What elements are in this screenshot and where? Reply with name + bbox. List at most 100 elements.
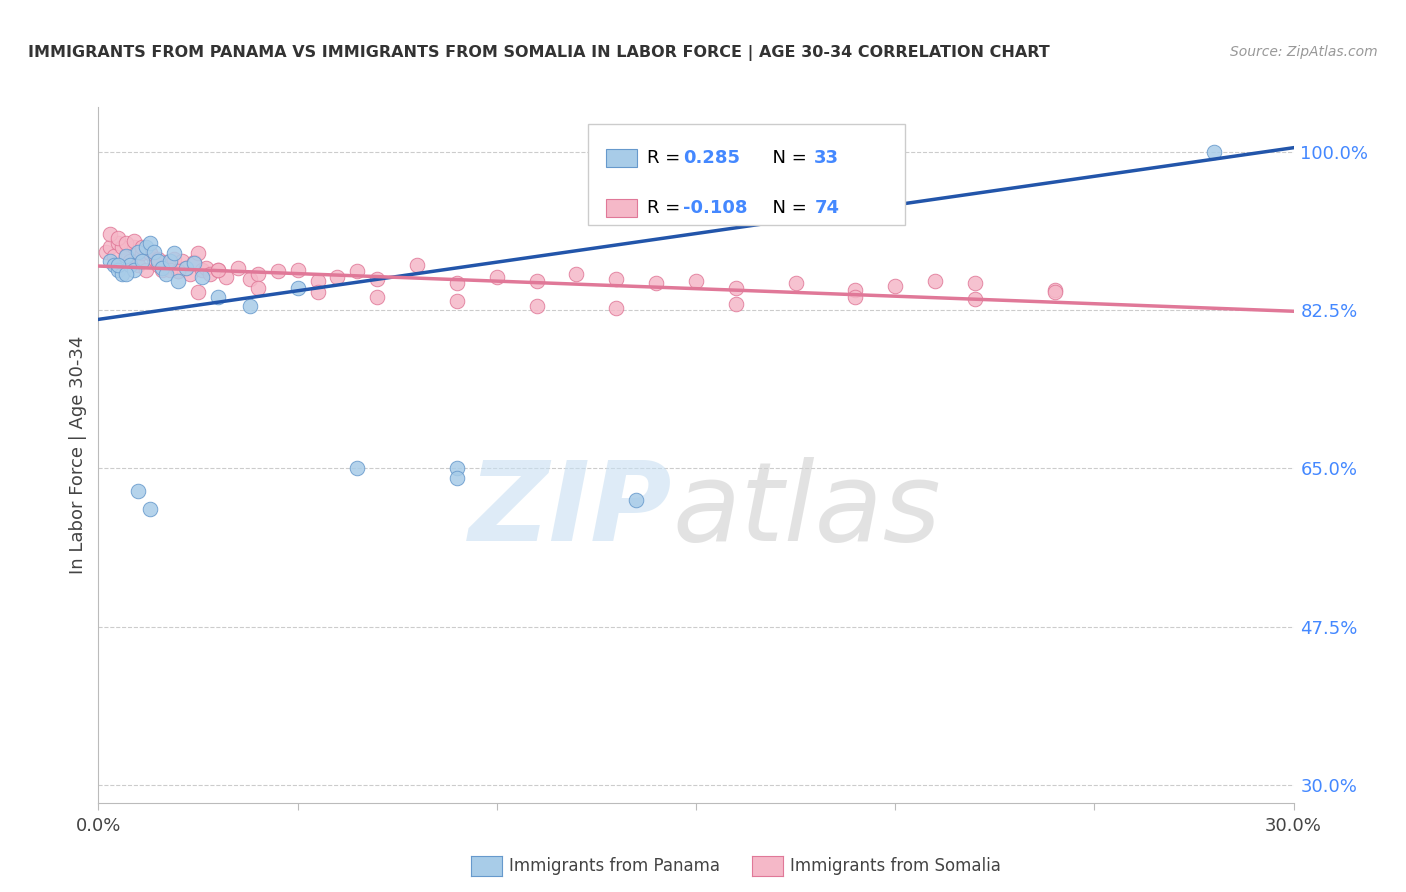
Point xyxy=(98,240,122,254)
Point xyxy=(446,277,468,291)
Point xyxy=(155,255,177,269)
Point xyxy=(124,234,146,248)
FancyBboxPatch shape xyxy=(606,149,637,167)
Point xyxy=(159,258,181,272)
Point xyxy=(98,227,122,241)
Point xyxy=(139,246,162,260)
Point xyxy=(485,269,508,284)
Point xyxy=(139,235,162,250)
Point xyxy=(96,244,118,259)
Point xyxy=(605,271,627,285)
Point xyxy=(139,502,162,516)
Point xyxy=(115,267,138,281)
Point xyxy=(183,256,205,270)
Text: Source: ZipAtlas.com: Source: ZipAtlas.com xyxy=(1230,45,1378,59)
Text: atlas: atlas xyxy=(672,457,941,564)
Point xyxy=(159,253,181,268)
Text: -0.108: -0.108 xyxy=(683,199,748,217)
Point xyxy=(226,260,249,275)
Point xyxy=(148,258,170,272)
Point xyxy=(724,297,747,311)
Y-axis label: In Labor Force | Age 30-34: In Labor Force | Age 30-34 xyxy=(69,335,87,574)
Point xyxy=(167,264,190,278)
Point xyxy=(103,258,125,272)
Point xyxy=(148,253,170,268)
Point xyxy=(1043,285,1066,300)
Point xyxy=(366,271,388,285)
FancyBboxPatch shape xyxy=(589,124,905,226)
Text: 33: 33 xyxy=(814,149,839,167)
Point xyxy=(131,246,153,260)
Point xyxy=(605,301,627,315)
Point xyxy=(107,231,129,245)
Point xyxy=(195,260,218,275)
Point xyxy=(150,260,173,275)
Point xyxy=(446,294,468,309)
Point xyxy=(307,285,329,300)
Point xyxy=(163,246,186,260)
Point xyxy=(207,262,229,277)
Text: Immigrants from Panama: Immigrants from Panama xyxy=(509,857,720,875)
Point xyxy=(148,252,170,266)
Text: R =: R = xyxy=(647,199,686,217)
Point xyxy=(239,299,262,313)
Point xyxy=(215,269,238,284)
Point xyxy=(183,255,205,269)
Point xyxy=(150,262,173,277)
Point xyxy=(1202,145,1225,160)
Point xyxy=(267,264,290,278)
Point xyxy=(446,461,468,475)
Point xyxy=(124,240,146,254)
Point xyxy=(187,285,209,300)
Point xyxy=(111,267,134,281)
Point xyxy=(526,273,548,287)
Point xyxy=(135,240,157,254)
Point xyxy=(326,269,349,284)
Point xyxy=(366,290,388,304)
Point xyxy=(131,253,153,268)
Point xyxy=(167,264,190,278)
Point xyxy=(155,267,177,281)
Point xyxy=(307,273,329,287)
Point xyxy=(135,262,157,277)
Point xyxy=(207,290,229,304)
Point xyxy=(645,277,668,291)
Point xyxy=(346,264,368,278)
Point xyxy=(120,253,142,268)
Point xyxy=(115,249,138,263)
Point xyxy=(98,253,122,268)
Point xyxy=(239,271,262,285)
Point xyxy=(115,249,138,263)
Point xyxy=(174,260,197,275)
Point xyxy=(103,249,125,263)
Point xyxy=(963,292,986,306)
Point xyxy=(191,269,214,284)
Point xyxy=(107,262,129,277)
Text: R =: R = xyxy=(647,149,686,167)
Point xyxy=(924,273,946,287)
Text: N =: N = xyxy=(761,199,813,217)
Text: IMMIGRANTS FROM PANAMA VS IMMIGRANTS FROM SOMALIA IN LABOR FORCE | AGE 30-34 COR: IMMIGRANTS FROM PANAMA VS IMMIGRANTS FRO… xyxy=(28,45,1050,61)
Point xyxy=(844,283,866,297)
Point xyxy=(685,273,707,287)
Point xyxy=(287,262,309,277)
Point xyxy=(174,260,197,275)
Point xyxy=(127,244,149,259)
Point xyxy=(143,252,166,266)
Point xyxy=(172,253,194,268)
Text: ZIP: ZIP xyxy=(468,457,672,564)
FancyBboxPatch shape xyxy=(606,199,637,217)
Point xyxy=(724,281,747,295)
Point xyxy=(127,484,149,499)
Point xyxy=(287,281,309,295)
Point xyxy=(107,235,129,250)
Point xyxy=(565,267,588,281)
Point xyxy=(107,258,129,272)
Text: N =: N = xyxy=(761,149,813,167)
Text: 74: 74 xyxy=(814,199,839,217)
Point xyxy=(159,262,181,277)
Point xyxy=(785,277,807,291)
Point xyxy=(198,267,221,281)
Point xyxy=(246,281,269,295)
Point xyxy=(131,240,153,254)
